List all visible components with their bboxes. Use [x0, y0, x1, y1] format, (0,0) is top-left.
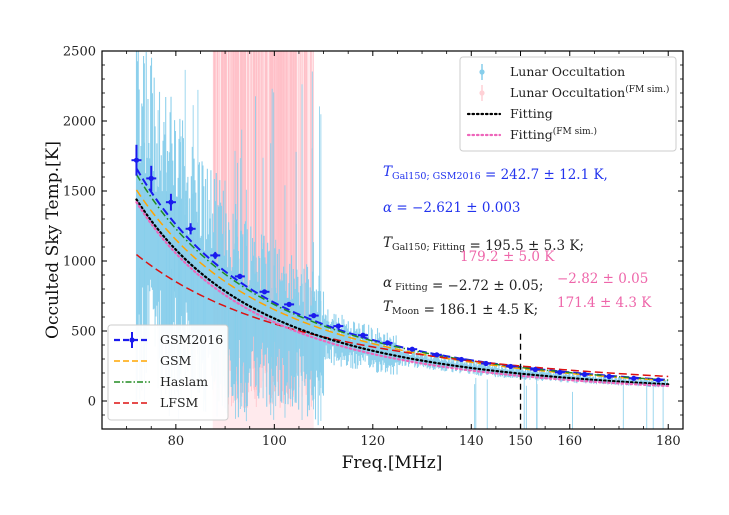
- fit-annotation: α Fitting = −2.72 ± 0.05;: [383, 275, 543, 294]
- annotation-part: Fitting: [392, 282, 428, 293]
- series-gsm2016: [135, 167, 669, 381]
- gsm2016-point: [212, 252, 218, 258]
- annotation-part: Gal150; GSM2016: [392, 171, 481, 182]
- y-tick-label: 1500: [63, 185, 96, 200]
- gsm2016-point: [606, 373, 612, 380]
- legend-marker: [479, 90, 485, 96]
- x-axis-label: Freq.[MHz]: [342, 453, 443, 473]
- gsm2016-markers: [131, 144, 664, 383]
- legend-label: GSM2016: [160, 332, 223, 347]
- annotation-part: Gal150; Fitting: [392, 242, 465, 253]
- gsm2016-point: [311, 313, 317, 319]
- annotation-part: = −2.72 ± 0.05;: [428, 278, 544, 294]
- gsm2016-point: [286, 301, 292, 307]
- annotation-part: = 195.5 ± 5.3 K;: [465, 238, 584, 254]
- annotation-part: = −2.621 ± 0.003: [392, 200, 520, 216]
- annotation-part: 171.4 ± 4.3 K: [557, 295, 652, 311]
- gsm2016-point: [360, 332, 366, 338]
- annotation-part: = 186.1 ± 4.5 K;: [419, 302, 538, 318]
- y-tick-label: 2000: [63, 115, 96, 130]
- y-axis-label: Occulted Sky Temp.[K]: [43, 141, 63, 339]
- fit-annotation: 179.2 ± 5.0 K: [460, 249, 555, 265]
- legend-marker: [129, 337, 135, 343]
- x-tick-label: 150: [508, 434, 533, 449]
- series-haslam: [135, 174, 669, 381]
- annotation-part: T: [383, 164, 393, 180]
- fit-annotation: TMoon = 186.1 ± 4.5 K;: [383, 299, 538, 318]
- legend-label: Haslam: [160, 374, 208, 389]
- legend-label: Lunar Occultation: [510, 64, 625, 79]
- gsm2016-point: [483, 360, 489, 367]
- x-tick-label: 160: [557, 434, 582, 449]
- annotation-part: α: [383, 275, 392, 291]
- x-tick-label: 80: [168, 434, 185, 449]
- gsm2016-point: [508, 363, 514, 370]
- gsm2016-point: [458, 356, 465, 363]
- fit-annotation: 171.4 ± 4.3 K: [557, 295, 652, 311]
- legend-lower: GSM2016 GSM Haslam LFSM: [107, 324, 229, 421]
- legend-label-sup: (FM sim.): [625, 84, 669, 95]
- gsm2016-point: [237, 273, 243, 279]
- gsm2016-point: [434, 352, 440, 358]
- gsm2016-point: [148, 175, 154, 181]
- legend-marker: [479, 69, 485, 75]
- fit-annotation: TGal150; Fitting = 195.5 ± 5.3 K;: [383, 235, 584, 254]
- gsm2016-point: [133, 157, 140, 163]
- annotation-part: Moon: [392, 306, 419, 317]
- legend-label-sup: (FM sim.): [553, 126, 597, 137]
- y-tick-label: 2500: [63, 45, 96, 60]
- annotation-part: T: [383, 299, 393, 315]
- x-tick-label: 180: [656, 434, 681, 449]
- legend-label: Fitting: [510, 106, 553, 121]
- x-tick-label: 100: [262, 434, 287, 449]
- fit-annotation: TGal150; GSM2016 = 242.7 ± 12.1 K,: [383, 164, 608, 183]
- gsm2016-point: [168, 199, 174, 205]
- y-tick-label: 1000: [63, 255, 96, 270]
- series-lfsm: [136, 253, 669, 378]
- gsm2016-point: [581, 371, 588, 377]
- gsm2016-point: [384, 340, 391, 346]
- series-fitting-fm-sim-: [135, 201, 670, 388]
- gsm2016-point: [532, 366, 538, 373]
- annotation-part: = 242.7 ± 12.1 K,: [481, 167, 608, 183]
- gsm2016-point: [261, 289, 268, 295]
- gsm2016-point: [655, 377, 661, 383]
- series-fitting: [135, 198, 670, 386]
- gsm2016-point: [631, 375, 637, 381]
- gsm2016-point: [409, 346, 415, 352]
- fit-annotation: −2.82 ± 0.05: [557, 271, 648, 287]
- y-tick-label: 500: [71, 325, 96, 340]
- annotation-part: 179.2 ± 5.0 K: [460, 249, 555, 265]
- gsm2016-point: [335, 323, 341, 329]
- annotation-part: T: [383, 235, 393, 251]
- annotation-part: −2.82 ± 0.05: [557, 271, 648, 287]
- axis-ticks: 80 100 120 140 150 160 180 0 500 1000 1500 2000 2500: [63, 45, 683, 449]
- legend-label: LFSM: [160, 395, 199, 410]
- plot-frame: [101, 50, 684, 430]
- annotation-part: α: [383, 200, 392, 216]
- gsm2016-point: [557, 369, 563, 375]
- legend-label: GSM: [160, 353, 192, 368]
- gsm2016-point: [188, 226, 194, 232]
- y-tick-label: 0: [88, 395, 96, 410]
- legend-lower-box: [107, 324, 229, 421]
- legend-upper-box: [459, 56, 677, 152]
- x-tick-label: 120: [360, 434, 385, 449]
- fit-annotations: TGal150; GSM2016 = 242.7 ± 12.1 K,α = −2…: [383, 164, 652, 318]
- fit-annotation: α = −2.621 ± 0.003: [383, 200, 521, 216]
- x-tick-label: 140: [459, 434, 484, 449]
